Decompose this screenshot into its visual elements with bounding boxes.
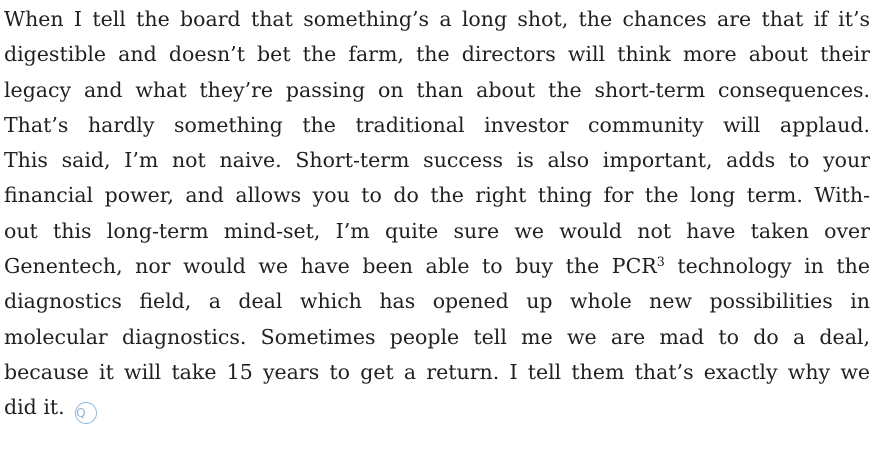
text: Genentech, nor would we have been able t…: [4, 254, 657, 279]
text-line: That’s hardly something the traditional …: [4, 108, 870, 143]
text-line: diagnostics field, a deal which has open…: [4, 284, 870, 319]
text-line: molecular diagnostics. Sometimes people …: [4, 320, 870, 355]
text-line: digestible and doesn’t bet the farm, the…: [4, 37, 870, 72]
text: because it will take 15 years to get a r…: [4, 359, 870, 384]
text: out this long-term mind-set, I’m quite s…: [4, 218, 870, 243]
text: diagnostics field, a deal which has open…: [4, 289, 870, 314]
text-line: This said, I’m not naive. Short-term suc…: [4, 143, 870, 178]
paragraph: When I tell the board that something’s a…: [4, 2, 870, 426]
text-line: out this long-term mind-set, I’m quite s…: [4, 214, 870, 249]
text: molecular diagnostics. Sometimes people …: [4, 324, 870, 349]
text: technology in the: [664, 254, 870, 279]
text: digestible and doesn’t bet the farm, the…: [4, 42, 870, 67]
text: did it.: [4, 395, 65, 420]
text-line: When I tell the board that something’s a…: [4, 2, 870, 37]
text: That’s hardly something the traditional …: [4, 112, 870, 137]
footnote-ref: 3: [656, 254, 665, 270]
text-line: financial power, and allows you to do th…: [4, 178, 870, 213]
text-line: did it. Q: [4, 390, 870, 425]
text: legacy and what they’re passing on than …: [4, 77, 870, 102]
text-line: legacy and what they’re passing on than …: [4, 73, 870, 108]
text: When I tell the board that something’s a…: [4, 7, 870, 31]
text-line: because it will take 15 years to get a r…: [4, 355, 870, 390]
end-icon: Q: [75, 402, 98, 425]
text: This said, I’m not naive. Short-term suc…: [4, 148, 870, 173]
text: financial power, and allows you to do th…: [4, 183, 870, 208]
text-line: Genentech, nor would we have been able t…: [4, 249, 870, 284]
